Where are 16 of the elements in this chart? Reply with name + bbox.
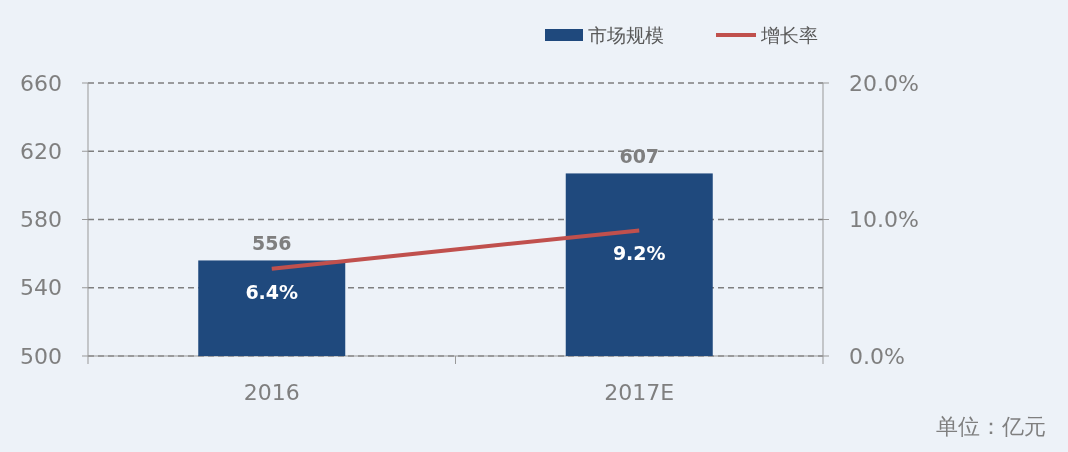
x-tick-label: 2017E xyxy=(604,380,675,405)
legend-label: 市场规模 xyxy=(588,23,664,46)
y2-tick-label: 20.0% xyxy=(849,70,919,96)
y-tick-label: 540 xyxy=(20,275,62,301)
x-tick-label: 2016 xyxy=(243,380,300,405)
data-label: 9.2% xyxy=(612,242,666,265)
y2-tick-label: 10.0% xyxy=(849,207,919,233)
text: 单位：亿元 xyxy=(936,414,1046,439)
y-tick-label: 500 xyxy=(20,343,62,369)
y-tick-label: 620 xyxy=(20,138,62,164)
data-label: 6.4% xyxy=(245,280,299,303)
y-tick-label: 580 xyxy=(20,207,62,233)
legend-label: 增长率 xyxy=(760,23,818,46)
y2-tick-label: 0.0% xyxy=(849,343,905,369)
y-tick-label: 660 xyxy=(20,70,62,96)
data-label: 556 xyxy=(251,232,292,255)
